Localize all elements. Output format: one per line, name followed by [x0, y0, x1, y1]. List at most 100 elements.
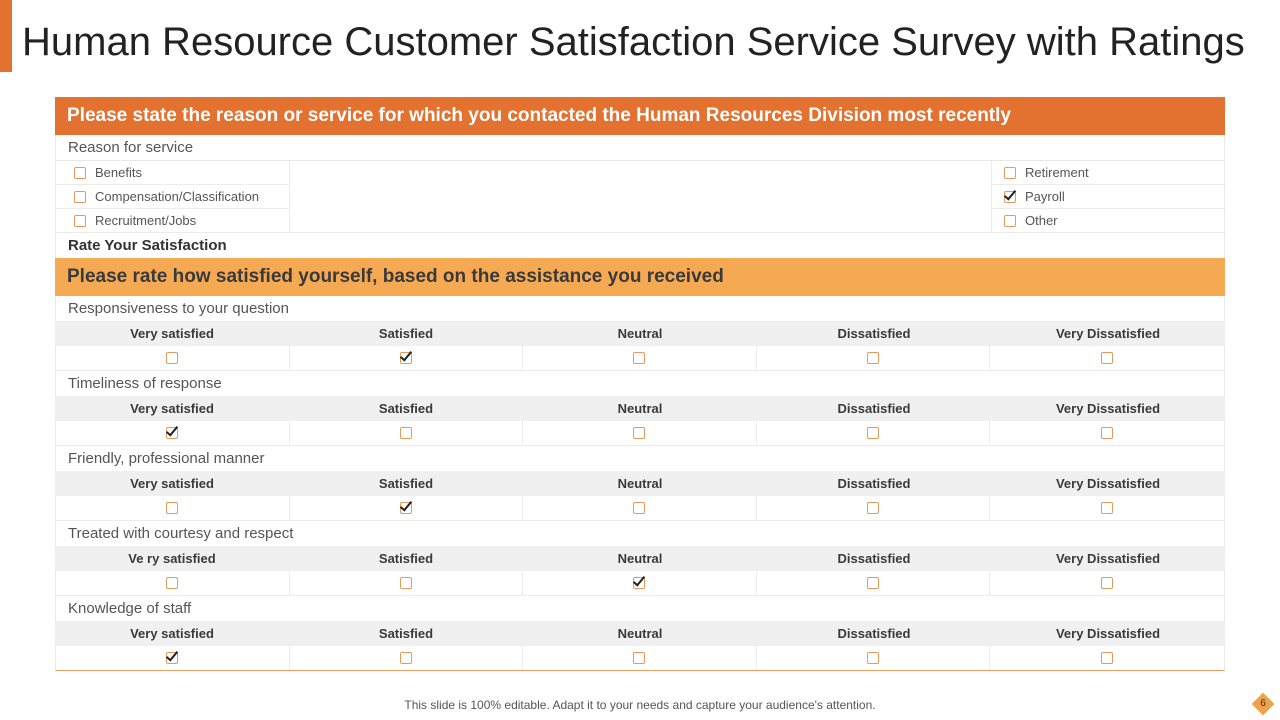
question-label: Treated with courtesy and respect — [55, 521, 1225, 546]
rating-cell — [990, 346, 1224, 370]
rating-option-label: Satisfied — [378, 401, 434, 416]
rating-option-label: Satisfied — [378, 626, 434, 641]
rating-checkbox[interactable] — [633, 577, 646, 589]
rating-checkbox-row — [55, 646, 1225, 671]
page-title: Human Resource Customer Satisfaction Ser… — [22, 20, 1245, 64]
checkbox[interactable] — [74, 166, 86, 179]
rating-cell — [290, 571, 524, 595]
rating-checkbox-row — [55, 571, 1225, 596]
reason-option[interactable]: Benefits — [56, 161, 290, 185]
rating-checkbox[interactable] — [166, 352, 179, 364]
reason-option[interactable]: Retirement — [992, 161, 1226, 185]
checkbox[interactable] — [1004, 166, 1016, 179]
checkbox[interactable] — [74, 190, 86, 203]
rating-checkbox[interactable] — [1101, 652, 1114, 664]
question-label: Knowledge of staff — [55, 596, 1225, 621]
rating-checkbox[interactable] — [1101, 502, 1114, 514]
rating-checkbox[interactable] — [633, 652, 646, 664]
rating-option-label: Dissatisfied — [837, 551, 911, 566]
reason-option[interactable]: Compensation/Classification — [56, 185, 290, 209]
rating-checkbox[interactable] — [633, 352, 646, 364]
reason-option-label: Compensation/Classification — [95, 189, 260, 204]
rating-checkbox[interactable] — [867, 427, 880, 439]
rate-satisfaction-title: Rate Your Satisfaction — [55, 233, 1225, 258]
checkbox[interactable] — [1004, 214, 1016, 227]
rating-option-label: Dissatisfied — [837, 476, 911, 491]
rating-option-label: Very Dissatisfied — [1055, 476, 1161, 491]
reason-option[interactable]: Payroll — [992, 185, 1226, 209]
footer-note: This slide is 100% editable. Adapt it to… — [404, 698, 876, 712]
rating-options-row: Very satisfied Satisfied Neutral Dissati… — [55, 621, 1225, 646]
rating-checkbox[interactable] — [399, 427, 412, 439]
rating-option-label: Satisfied — [378, 476, 434, 491]
rating-cell — [290, 421, 524, 445]
rating-option-label: Dissatisfied — [837, 401, 911, 416]
rating-option-label: Very satisfied — [130, 476, 214, 491]
rating-options-row: Very satisfied Satisfied Neutral Dissati… — [55, 396, 1225, 421]
rating-cell — [56, 346, 290, 370]
rating-checkbox[interactable] — [633, 502, 646, 514]
rating-checkbox[interactable] — [633, 427, 646, 439]
rating-checkbox[interactable] — [166, 577, 179, 589]
rating-checkbox[interactable] — [867, 352, 880, 364]
rating-checkbox-row — [55, 496, 1225, 521]
rating-cell — [290, 496, 524, 520]
rating-question: Treated with courtesy and respect Ve ry … — [55, 521, 1225, 596]
rating-cell — [990, 496, 1224, 520]
title-accent-bar — [0, 0, 12, 72]
rating-cell — [757, 421, 991, 445]
question-label: Timeliness of response — [55, 371, 1225, 396]
rating-cell — [757, 496, 991, 520]
rating-checkbox[interactable] — [166, 502, 179, 514]
rating-cell — [990, 571, 1224, 595]
rating-question: Friendly, professional manner Very satis… — [55, 446, 1225, 521]
reason-option-label: Other — [1025, 213, 1058, 228]
rating-option-label: Dissatisfied — [837, 626, 911, 641]
rating-cell — [523, 421, 757, 445]
rating-option-label: Dissatisfied — [837, 326, 911, 341]
rating-checkbox[interactable] — [399, 577, 412, 589]
rating-checkbox[interactable] — [399, 652, 412, 664]
rating-checkbox[interactable] — [1101, 577, 1114, 589]
rating-option-label: Very Dissatisfied — [1055, 401, 1161, 416]
rating-checkbox[interactable] — [399, 352, 412, 364]
rating-checkbox[interactable] — [867, 502, 880, 514]
rating-options-row: Very satisfied Satisfied Neutral Dissati… — [55, 321, 1225, 346]
checkbox[interactable] — [74, 214, 86, 227]
rating-question: Knowledge of staff Very satisfied Satisf… — [55, 596, 1225, 671]
rating-checkbox[interactable] — [166, 427, 179, 439]
rating-option-label: Neutral — [617, 551, 663, 566]
rating-option-label: Neutral — [617, 476, 663, 491]
rating-checkbox[interactable] — [867, 652, 880, 664]
rating-cell — [757, 646, 991, 670]
question-label: Responsiveness to your question — [55, 296, 1225, 321]
rating-checkbox[interactable] — [166, 652, 179, 664]
rating-cell — [290, 346, 524, 370]
checkbox[interactable] — [1004, 190, 1016, 203]
rating-option-label: Satisfied — [378, 326, 434, 341]
rating-checkbox[interactable] — [399, 502, 412, 514]
rating-checkbox-row — [55, 346, 1225, 371]
reason-spacer — [290, 161, 992, 185]
rating-option-label: Very satisfied — [130, 626, 214, 641]
rating-cell — [56, 421, 290, 445]
rating-option-label: Satisfied — [378, 551, 434, 566]
reason-option-label: Payroll — [1025, 189, 1065, 204]
page-number-badge: 6 — [1251, 692, 1275, 716]
reason-option[interactable]: Other — [992, 209, 1226, 233]
rating-question: Timeliness of response Very satisfied Sa… — [55, 371, 1225, 446]
reason-spacer — [290, 185, 992, 209]
reason-option[interactable]: Recruitment/Jobs — [56, 209, 290, 233]
rating-checkbox[interactable] — [1101, 427, 1114, 439]
rating-options-row: Very satisfied Satisfied Neutral Dissati… — [55, 471, 1225, 496]
page-number: 6 — [1260, 698, 1266, 709]
rating-question: Responsiveness to your question Very sat… — [55, 296, 1225, 371]
rating-checkbox-row — [55, 421, 1225, 446]
reason-for-service-label: Reason for service — [55, 135, 1225, 161]
rating-checkbox[interactable] — [1101, 352, 1114, 364]
rating-cell — [523, 646, 757, 670]
rating-checkbox[interactable] — [867, 577, 880, 589]
rating-option-label: Neutral — [617, 326, 663, 341]
question-label: Friendly, professional manner — [55, 446, 1225, 471]
reason-option-label: Retirement — [1025, 165, 1089, 180]
